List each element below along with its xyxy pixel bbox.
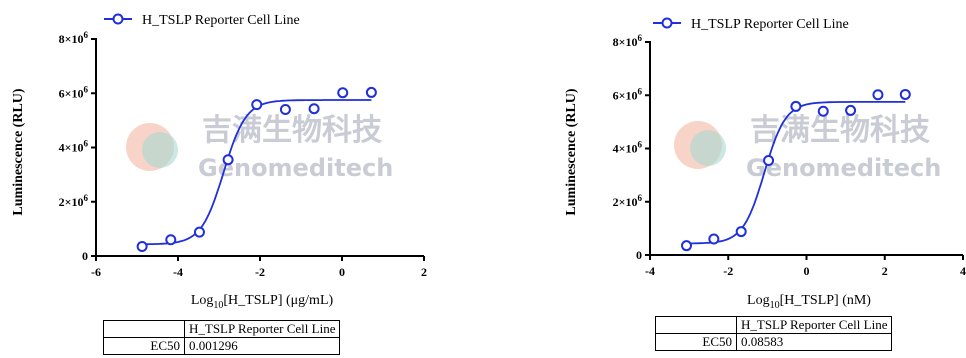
- watermark-cn: 吉满生物科技: [750, 113, 930, 148]
- y-tick-label: 8×106: [59, 30, 89, 46]
- data-point: [735, 226, 747, 238]
- x-axis-title: Log10[H_TSLP] (nM): [747, 293, 871, 311]
- watermark-cn: 吉满生物科技: [202, 113, 382, 148]
- legend: H_TSLP Reporter Cell Line: [653, 17, 849, 32]
- table-header: H_TSLP Reporter Cell Line: [735, 316, 893, 334]
- data-point: [279, 104, 291, 116]
- legend: H_TSLP Reporter Cell Line: [104, 13, 300, 28]
- x-tick-label: -2: [723, 264, 733, 278]
- data-point: [708, 233, 720, 245]
- y-tick-label: 6×106: [59, 84, 89, 100]
- ec50-table: H_TSLP Reporter Cell Line EC50 0.001296: [103, 320, 341, 355]
- data-point: [193, 226, 205, 238]
- ec50-value: 0.08583: [735, 333, 893, 351]
- table-row-label: EC50: [655, 333, 737, 351]
- legend-marker: [661, 17, 673, 29]
- data-point: [872, 89, 884, 101]
- data-point: [763, 154, 775, 166]
- y-tick-label: 0: [636, 248, 642, 262]
- data-point: [337, 87, 349, 99]
- x-tick-label: 2: [882, 264, 888, 278]
- data-point: [817, 105, 829, 117]
- watermark: 吉满生物科技 Genomeditech: [674, 113, 941, 182]
- x-axis-title: Log10[H_TSLP] (μg/mL): [191, 293, 334, 311]
- table-corner: [655, 316, 737, 334]
- data-point: [790, 100, 802, 112]
- y-tick-label: 4×106: [613, 140, 643, 156]
- legend-marker: [112, 13, 124, 25]
- y-tick-label: 2×106: [59, 193, 89, 209]
- x-tick-label: -4: [645, 264, 655, 278]
- ec50-table: H_TSLP Reporter Cell Line EC50 0.08583: [655, 316, 893, 351]
- data-point: [845, 104, 857, 116]
- dose-response-chart: 吉满生物科技 Genomeditech Luminescence (RLU) 0…: [564, 17, 966, 311]
- data-point: [365, 86, 377, 98]
- x-tick-label: -2: [255, 265, 265, 279]
- y-axis-title: Luminescence (RLU): [11, 88, 26, 215]
- chart-panel-nm: 吉满生物科技 Genomeditech Luminescence (RLU) 0…: [553, 0, 966, 358]
- x-tick-label: 4: [960, 264, 966, 278]
- legend-label: H_TSLP Reporter Cell Line: [142, 13, 300, 28]
- data-point: [165, 234, 177, 246]
- table-header: H_TSLP Reporter Cell Line: [183, 320, 341, 338]
- chart-panel-ugml: 吉满生物科技 Genomeditech Luminescence (RLU) 0…: [11, 13, 427, 355]
- dose-response-chart: 吉满生物科技 Genomeditech Luminescence (RLU) 0…: [11, 13, 427, 311]
- y-tick-label: 2×106: [613, 193, 643, 209]
- x-tick-label: 0: [339, 265, 345, 279]
- x-tick-label: -6: [91, 265, 101, 279]
- data-point: [222, 154, 234, 166]
- ec50-value: 0.001296: [183, 337, 341, 355]
- y-axis-title: Luminescence (RLU): [564, 88, 579, 215]
- data-point: [899, 88, 911, 100]
- watermark-en: Genomeditech: [746, 154, 941, 182]
- y-tick-label: 0: [82, 249, 88, 263]
- y-tick-label: 4×106: [59, 139, 89, 155]
- table-corner: [103, 320, 185, 338]
- x-tick-label: 0: [804, 264, 810, 278]
- x-tick-label: -4: [173, 265, 183, 279]
- data-point: [251, 99, 263, 111]
- y-tick-label: 8×106: [613, 33, 643, 49]
- data-point: [308, 103, 320, 115]
- watermark: 吉满生物科技 Genomeditech: [126, 113, 393, 182]
- data-point: [136, 241, 148, 253]
- table-row-label: EC50: [103, 337, 185, 355]
- y-tick-label: 6×106: [613, 86, 643, 102]
- legend-label: H_TSLP Reporter Cell Line: [691, 17, 849, 32]
- data-point: [681, 240, 693, 252]
- x-tick-label: 2: [421, 265, 427, 279]
